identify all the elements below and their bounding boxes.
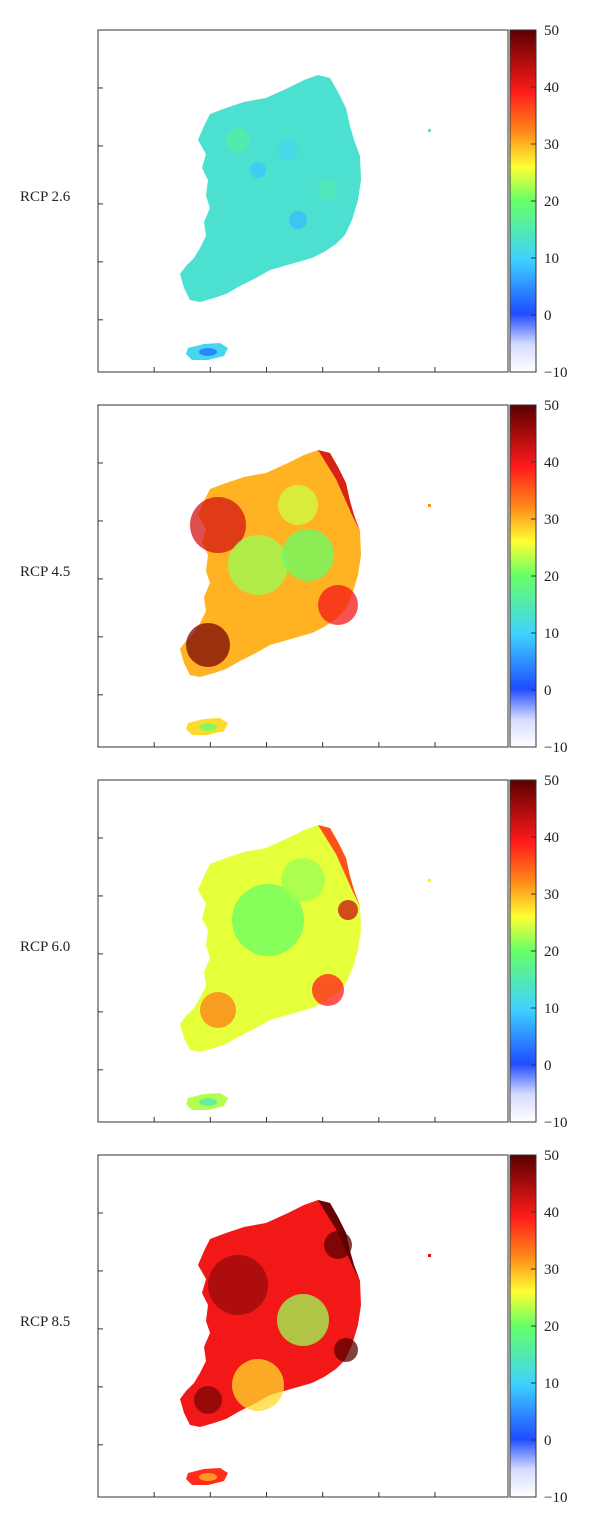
colorbar-tick-label: −10	[544, 365, 567, 381]
value-patch	[312, 974, 344, 1006]
colorbar-tick-label: 10	[544, 1376, 559, 1392]
colorbar-tick-label: 30	[544, 887, 559, 903]
colorbar-tick-label: 10	[544, 251, 559, 267]
colorbar-tick-label: −10	[544, 740, 567, 756]
value-patch	[208, 1255, 268, 1315]
value-patch	[338, 900, 358, 920]
colorbar-tick-label: 20	[544, 194, 559, 210]
colorbar-tick-label: 20	[544, 1319, 559, 1335]
map-panel: RCP 6.0 50 40 30 20 10 0 −10	[20, 773, 567, 1131]
colorbar-tick-label: 50	[544, 23, 559, 39]
korea-mainland	[180, 75, 361, 302]
colorbar-tick-label: 10	[544, 626, 559, 642]
value-patch	[232, 884, 304, 956]
map-panel: RCP 4.5 50 40 30 20 10 0 −10	[20, 398, 567, 756]
colorbar-tick-label: 50	[544, 398, 559, 414]
colorbar-tick-label: 0	[544, 1433, 552, 1449]
value-patch	[194, 1386, 222, 1414]
jeju-center	[199, 1098, 217, 1106]
value-patch	[186, 623, 230, 667]
island-dot	[428, 504, 431, 507]
panel-label: RCP 8.5	[20, 1314, 70, 1330]
colorbar-tick-label: 40	[544, 80, 559, 96]
value-patch	[278, 140, 298, 160]
value-patch	[281, 858, 325, 902]
colorbar-tick-label: 50	[544, 773, 559, 789]
value-patch	[226, 128, 250, 152]
colorbar-tick-label: 30	[544, 137, 559, 153]
colorbar-tick-label: 30	[544, 1262, 559, 1278]
island-dot	[428, 1254, 431, 1257]
colorbar-tick-label: 50	[544, 1148, 559, 1164]
colorbar-tick-label: 10	[544, 1001, 559, 1017]
island-dot	[428, 879, 431, 882]
jeju-center	[199, 1473, 217, 1481]
value-patch	[334, 1338, 358, 1362]
colorbar-tick-label: 40	[544, 830, 559, 846]
value-patch	[277, 1294, 329, 1346]
colorbar-tick-label: 40	[544, 455, 559, 471]
value-patch	[318, 585, 358, 625]
colorbar-tick-label: 0	[544, 1058, 552, 1074]
panel-label: RCP 6.0	[20, 939, 70, 955]
colorbar-tick-label: 0	[544, 683, 552, 699]
jeju-center	[199, 723, 217, 731]
map-panel: RCP 8.5 50 40 30 20 10 0 −10	[20, 1148, 567, 1506]
value-patch	[278, 485, 318, 525]
value-patch	[282, 529, 334, 581]
value-patch	[250, 162, 266, 178]
value-patch	[228, 535, 288, 595]
value-patch	[200, 992, 236, 1028]
colorbar-tick-label: −10	[544, 1490, 567, 1506]
value-patch	[232, 1359, 284, 1411]
korea-mainland	[180, 1200, 361, 1427]
value-patch	[190, 497, 246, 553]
colorbar-tick-label: 20	[544, 569, 559, 585]
colorbar-tick-label: −10	[544, 1115, 567, 1131]
colorbar-tick-label: 40	[544, 1205, 559, 1221]
panel-label: RCP 2.6	[20, 189, 71, 205]
value-patch	[289, 211, 307, 229]
colorbar-tick-label: 0	[544, 308, 552, 324]
jeju-center	[199, 348, 217, 356]
panel-label: RCP 4.5	[20, 564, 70, 580]
colorbar-tick-label: 20	[544, 944, 559, 960]
map-panel: RCP 2.6 50 40 30 20 10 0 −10	[20, 23, 567, 381]
colorbar-tick-label: 30	[544, 512, 559, 528]
value-patch	[318, 180, 338, 200]
island-dot	[428, 129, 431, 132]
